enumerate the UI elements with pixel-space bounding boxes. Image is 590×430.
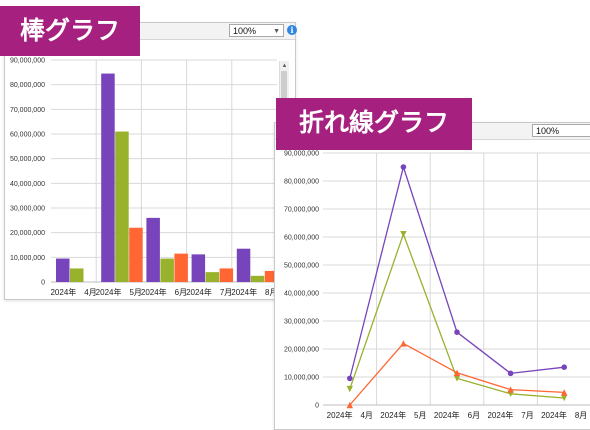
x-tick-label: 2024年 6月 (434, 410, 480, 420)
y-tick-label: 50,000,000 (284, 263, 319, 270)
x-tick-label: 2024年 8月 (541, 410, 587, 420)
circle-marker (454, 329, 460, 335)
triangle-down-marker (453, 375, 461, 382)
y-tick-label: 0 (41, 280, 45, 287)
bar (264, 270, 279, 282)
y-tick-label: 60,000,000 (10, 132, 45, 139)
y-tick-label: 90,000,000 (10, 58, 45, 65)
bar (236, 248, 251, 282)
bar (160, 258, 174, 282)
line-chart-window: 100% 0 10,000,000 20,000,000 30,000,000 40,0… (274, 122, 590, 430)
bar (250, 275, 265, 282)
bar (56, 258, 70, 282)
series-line (349, 164, 565, 379)
bar-chart-window: 100% ▼ i ▲ 0 10,000,000 20,000,000 30,000,0… (4, 22, 297, 300)
triangle-down-marker (561, 394, 568, 402)
circle-marker (561, 364, 567, 370)
bar (101, 73, 115, 282)
bar (115, 131, 129, 282)
triangle-up-marker (453, 369, 461, 376)
bar-zoom-value: 100% (233, 26, 257, 36)
line-chart: 0 10,000,000 20,000,000 30,000,000 40,000,00… (284, 151, 590, 420)
triangle-down-marker (346, 385, 353, 393)
y-tick-label: 10,000,000 (284, 375, 319, 382)
x-tick-label: 2024年 5月 (96, 287, 142, 297)
bar (219, 268, 234, 282)
bar (205, 272, 220, 282)
x-tick-label: 2024年 6月 (141, 287, 187, 297)
y-tick-label: 0 (315, 403, 319, 410)
arrow-up-icon[interactable]: ▲ (281, 63, 288, 69)
y-tick-label: 70,000,000 (10, 107, 45, 114)
bar (70, 268, 84, 282)
bar (129, 227, 143, 282)
triangle-up-marker (346, 401, 353, 409)
line-zoom-value: 100% (536, 126, 560, 136)
y-tick-label: 60,000,000 (284, 235, 319, 242)
x-tick-label: 2024年 4月 (50, 287, 96, 297)
chevron-down-icon: ▼ (273, 28, 280, 35)
y-tick-label: 90,000,000 (284, 151, 319, 158)
line-zoom-select[interactable]: 100% (532, 124, 590, 137)
bar (174, 253, 188, 282)
info-icon[interactable]: i (287, 25, 297, 35)
y-tick-label: 30,000,000 (284, 319, 319, 326)
x-tick-label: 2024年 4月 (327, 410, 373, 420)
x-tick-label: 2024年 5月 (380, 410, 426, 420)
x-tick-label: 2024年 7月 (186, 287, 232, 297)
y-tick-label: 20,000,000 (10, 230, 45, 237)
triangle-up-marker (507, 386, 514, 393)
bar-zoom-select[interactable]: 100% ▼ (229, 24, 284, 37)
y-tick-label: 70,000,000 (284, 207, 319, 214)
bar-chart-tag: 棒グラフ (0, 6, 140, 56)
triangle-up-marker (400, 340, 407, 347)
y-tick-label: 40,000,000 (10, 181, 45, 188)
triangle-up-marker (561, 389, 568, 396)
y-tick-label: 10,000,000 (10, 255, 45, 262)
y-tick-label: 80,000,000 (284, 179, 319, 186)
circle-marker (507, 370, 514, 377)
triangle-down-marker (400, 231, 407, 238)
x-tick-label: 2024年 8月 (231, 287, 277, 297)
y-tick-label: 50,000,000 (10, 156, 45, 163)
x-tick-label: 2024年 7月 (487, 410, 533, 420)
y-tick-label: 20,000,000 (284, 347, 319, 354)
bar (146, 217, 160, 282)
y-tick-label: 30,000,000 (10, 206, 45, 213)
y-tick-label: 80,000,000 (10, 82, 45, 89)
circle-marker (400, 164, 407, 170)
line-chart-tag: 折れ線グラフ (276, 98, 472, 150)
circle-marker (347, 375, 353, 382)
bar (191, 254, 206, 282)
y-tick-label: 40,000,000 (284, 291, 319, 298)
bar-chart: 0 10,000,000 20,000,000 30,000,000 40,000,00… (10, 58, 279, 297)
